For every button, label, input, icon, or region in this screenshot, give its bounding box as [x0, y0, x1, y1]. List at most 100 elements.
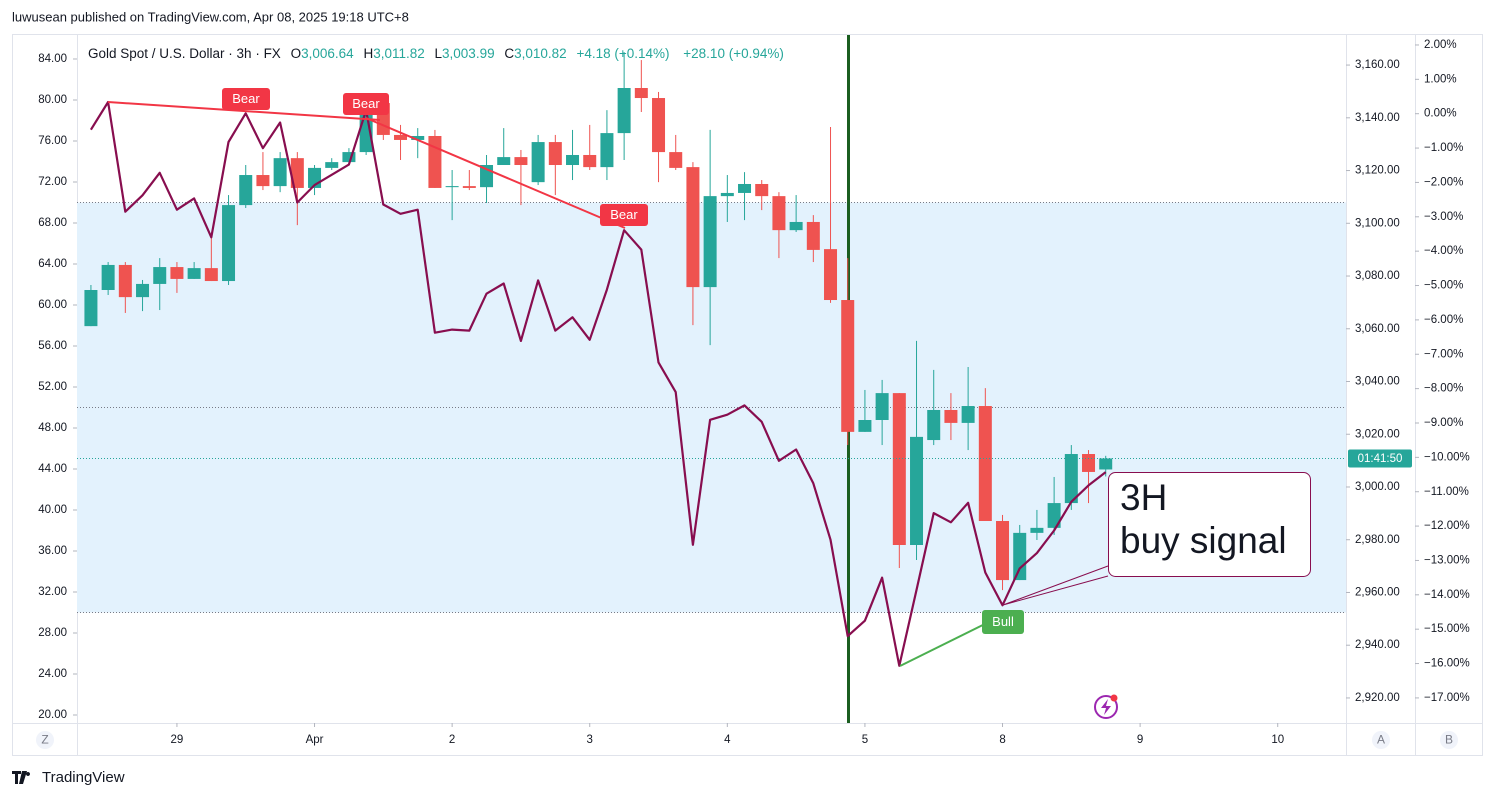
candle-body	[290, 158, 304, 188]
bear-badge	[343, 93, 389, 115]
y-tick-label: 52.00	[38, 381, 67, 393]
candle-body	[841, 300, 855, 432]
price-tick-label: 3,120.00	[1355, 165, 1400, 177]
percent-tick-label: 2.00%	[1424, 39, 1457, 51]
legend-change: +4.18 (+0.14%)	[576, 46, 669, 61]
legend-change-total: +28.10 (+0.94%)	[683, 46, 784, 61]
y-tick-label: 76.00	[38, 135, 67, 147]
y-tick-label: 44.00	[38, 463, 67, 475]
candle-body	[445, 186, 459, 188]
price-tick-label: 2,980.00	[1355, 534, 1400, 546]
candle-body	[617, 88, 631, 134]
y-tick-label: 72.00	[38, 176, 67, 188]
candle-body	[84, 290, 98, 327]
candle-body	[910, 436, 924, 546]
callout-line: 3H	[1120, 477, 1167, 518]
price-tick-label: 2,940.00	[1355, 639, 1400, 651]
percent-tick-label: −10.00%	[1424, 451, 1470, 463]
percent-tick-label: −17.00%	[1424, 692, 1470, 704]
bear-badge	[600, 204, 648, 226]
candle-body	[325, 162, 339, 168]
candle-body	[1047, 503, 1061, 528]
x-tick-label: 3	[587, 734, 593, 746]
bear-label: Bear	[352, 96, 380, 111]
percent-tick-label: 1.00%	[1424, 73, 1457, 85]
candle-body	[738, 183, 752, 193]
toolbar-label: Z	[41, 733, 48, 747]
price-tick-label: 3,000.00	[1355, 481, 1400, 493]
oscillator-line	[89, 100, 1107, 667]
countdown: 01:41:50	[1358, 453, 1403, 465]
toolbar-label: A	[1377, 733, 1385, 747]
candle-body	[1064, 454, 1078, 504]
x-tick-label: 2	[449, 734, 455, 746]
percent-tick-label: 0.00%	[1424, 108, 1457, 120]
price-tick-label: 3,160.00	[1355, 59, 1400, 71]
legend-key: C	[504, 46, 514, 61]
callout-line: buy signal	[1120, 520, 1287, 561]
published-line: luwusean published on TradingView.com, A…	[12, 9, 409, 24]
toolbar-button[interactable]	[1440, 731, 1458, 749]
y-tick-label: 60.00	[38, 299, 67, 311]
candle-body	[136, 283, 150, 298]
candle-body	[531, 142, 545, 183]
bull-label: Bull	[992, 614, 1014, 629]
candle-body	[1099, 458, 1113, 470]
bear-label: Bear	[610, 207, 638, 222]
brand: TradingView	[42, 769, 125, 786]
y-tick-label: 84.00	[38, 53, 67, 65]
x-tick-label: 9	[1137, 734, 1143, 746]
annotation-layer: Bear Bear Bear Bull 3H buy signal	[107, 88, 1311, 719]
candle-body	[789, 221, 803, 231]
candle-body	[548, 142, 562, 166]
candle-body	[566, 154, 580, 166]
y-tick-label: 20.00	[38, 709, 67, 721]
candle-body	[118, 264, 132, 298]
candle-body	[652, 98, 666, 153]
candle-body	[927, 409, 941, 441]
legend-value: 3,010.82	[514, 46, 567, 61]
candle-body	[686, 167, 700, 288]
percent-tick-label: −6.00%	[1424, 314, 1463, 326]
candle-body	[1013, 532, 1027, 581]
x-tick-label: 4	[724, 734, 731, 746]
brand-logo	[12, 771, 31, 784]
y-tick-label: 48.00	[38, 422, 67, 434]
alert-icon[interactable]	[1094, 695, 1118, 719]
candle-body	[806, 221, 820, 250]
candle-body	[634, 88, 648, 99]
candle-body	[720, 192, 734, 197]
candle-body	[978, 406, 992, 522]
candle-body	[858, 420, 872, 432]
y-tick-label: 32.00	[38, 586, 67, 598]
y-tick-label: 28.00	[38, 627, 67, 639]
candle-body	[703, 196, 717, 288]
legend-value: 3,011.82	[373, 46, 425, 61]
percent-tick-label: −11.00%	[1424, 486, 1469, 498]
candle-body	[497, 157, 511, 166]
x-tick-label: 8	[999, 734, 1005, 746]
y-tick-label: 24.00	[38, 668, 67, 680]
candle-body	[1030, 527, 1044, 533]
candle-body	[256, 175, 270, 187]
toolbar-label: B	[1445, 733, 1453, 747]
candle-body	[222, 205, 236, 282]
percent-tick-label: −4.00%	[1424, 245, 1463, 257]
price-tick-label: 3,060.00	[1355, 323, 1400, 335]
percent-tick-label: −16.00%	[1424, 658, 1470, 670]
callout-box	[1108, 472, 1311, 577]
price-tick-label: 2,920.00	[1355, 692, 1400, 704]
divergence-line	[365, 117, 626, 229]
candle-body	[359, 103, 373, 153]
x-tick-label: Apr	[306, 734, 324, 746]
legend: Gold Spot / U.S. Dollar · 3h · FX O3,006…	[88, 46, 784, 61]
candle-body	[755, 183, 769, 197]
toolbar-button[interactable]	[1372, 731, 1390, 749]
toolbar-button[interactable]	[36, 731, 54, 749]
percent-tick-label: −7.00%	[1424, 348, 1463, 360]
candle-body	[772, 196, 786, 231]
price-tick-label: 3,100.00	[1355, 217, 1400, 229]
candle-body	[875, 393, 889, 421]
candle-body	[204, 268, 218, 282]
